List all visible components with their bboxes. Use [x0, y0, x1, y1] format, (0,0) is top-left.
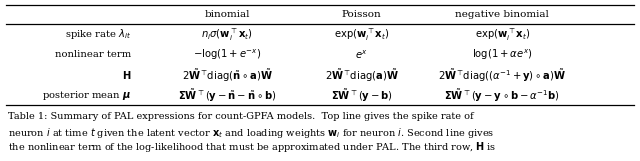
Text: negative binomial: negative binomial	[456, 10, 549, 19]
Text: $\exp(\mathbf{w}_i^{\top} \mathbf{x}_t)$: $\exp(\mathbf{w}_i^{\top} \mathbf{x}_t)$	[475, 26, 530, 43]
Text: nonlinear term: nonlinear term	[55, 50, 131, 59]
Text: $2\tilde{\mathbf{W}}^{\top}\! \mathrm{diag}(\tilde{\mathbf{n}}\circ\mathbf{a})\t: $2\tilde{\mathbf{W}}^{\top}\! \mathrm{di…	[182, 66, 273, 84]
Text: $2\tilde{\mathbf{W}}^{\top}\! \mathrm{diag}(\mathbf{a})\tilde{\mathbf{W}}$: $2\tilde{\mathbf{W}}^{\top}\! \mathrm{di…	[324, 66, 399, 84]
Text: $\boldsymbol{\Sigma}\tilde{\mathbf{W}}^{\top}(\mathbf{y}-\mathbf{b})$: $\boldsymbol{\Sigma}\tilde{\mathbf{W}}^{…	[331, 87, 392, 104]
Text: $\boldsymbol{\Sigma}\tilde{\mathbf{W}}^{\top}(\mathbf{y}-\mathbf{y}\circ\mathbf{: $\boldsymbol{\Sigma}\tilde{\mathbf{W}}^{…	[445, 87, 560, 104]
Text: $n_i\sigma(\mathbf{w}_i^{\top} \mathbf{x}_t)$: $n_i\sigma(\mathbf{w}_i^{\top} \mathbf{x…	[201, 26, 253, 43]
Text: posterior mean $\boldsymbol{\mu}$: posterior mean $\boldsymbol{\mu}$	[42, 89, 131, 102]
Text: $\exp(\mathbf{w}_i^{\top} \mathbf{x}_t)$: $\exp(\mathbf{w}_i^{\top} \mathbf{x}_t)$	[334, 26, 389, 43]
Text: Poisson: Poisson	[342, 10, 381, 19]
Text: $\boldsymbol{\Sigma}\tilde{\mathbf{W}}^{\top}(\mathbf{y}-\tilde{\mathbf{n}}-\til: $\boldsymbol{\Sigma}\tilde{\mathbf{W}}^{…	[178, 87, 276, 104]
Text: $\mathbf{H}$: $\mathbf{H}$	[122, 69, 131, 81]
Text: neuron $i$ at time $t$ given the latent vector $\mathbf{x}_t$ and loading weight: neuron $i$ at time $t$ given the latent …	[8, 126, 494, 140]
Text: $2\tilde{\mathbf{W}}^{\top}\! \mathrm{diag}((\alpha^{-1}+\mathbf{y})\circ\mathbf: $2\tilde{\mathbf{W}}^{\top}\! \mathrm{di…	[438, 66, 566, 84]
Text: $\log(1+\alpha e^x)$: $\log(1+\alpha e^x)$	[472, 47, 532, 62]
Text: $e^x$: $e^x$	[355, 48, 368, 61]
Text: $-\log(1+e^{-x})$: $-\log(1+e^{-x})$	[193, 47, 261, 62]
Text: spike rate $\lambda_{it}$: spike rate $\lambda_{it}$	[65, 28, 131, 41]
Text: the nonlinear term of the log-likelihood that must be approximated under PAL. Th: the nonlinear term of the log-likelihood…	[8, 140, 496, 154]
Text: binomial: binomial	[204, 10, 250, 19]
Text: Table 1: Summary of PAL expressions for count-GPFA models.  Top line gives the s: Table 1: Summary of PAL expressions for …	[8, 112, 474, 121]
